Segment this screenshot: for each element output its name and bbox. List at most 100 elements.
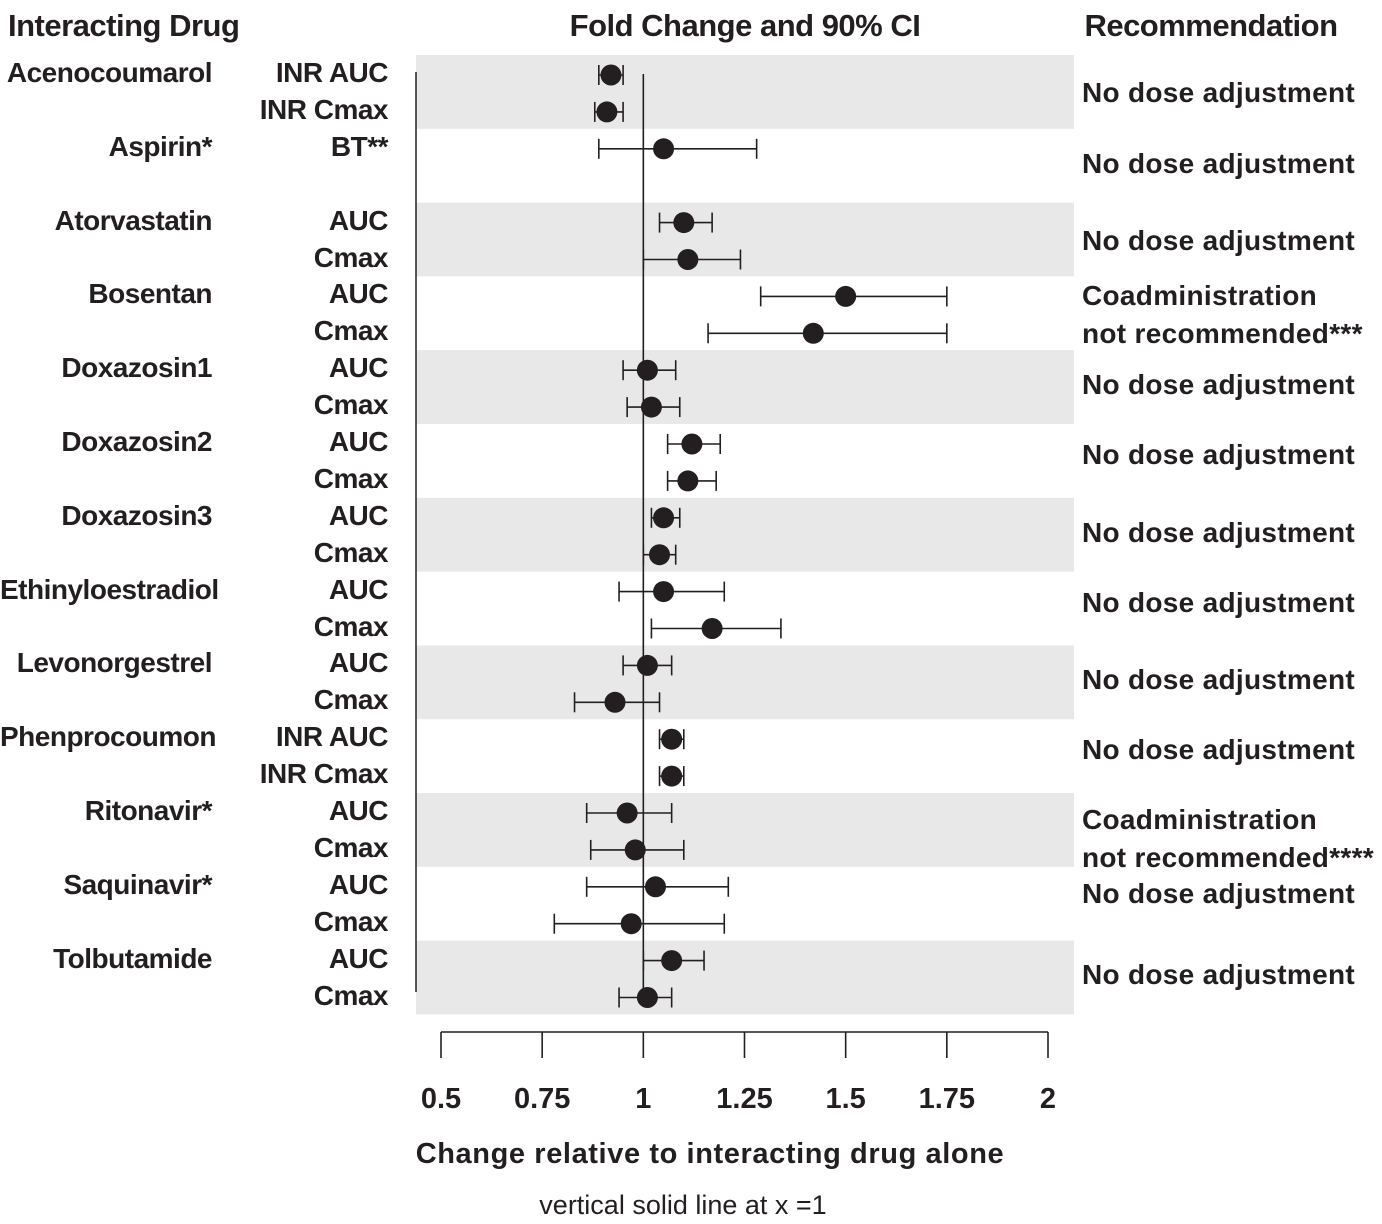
metric-label: AUC: [328, 499, 389, 531]
point-estimate: [701, 618, 723, 639]
point-estimate: [677, 470, 699, 492]
x-tick-label: 0.5: [421, 1083, 461, 1115]
recommendation-line: No dose adjustment: [1082, 664, 1355, 696]
row-band: [416, 645, 1074, 720]
metric-label: Cmax: [313, 241, 389, 273]
recommendation-label: No dose adjustment: [1082, 222, 1355, 260]
metric-label: Cmax: [313, 462, 389, 494]
point-estimate: [649, 544, 671, 566]
recommendation-line: not recommended****: [1082, 841, 1374, 873]
recommendation-line: not recommended***: [1082, 317, 1363, 349]
metric-label: AUC: [328, 278, 389, 310]
recommendation-label: No dose adjustment: [1082, 74, 1355, 112]
recommendation-label: No dose adjustment: [1082, 956, 1355, 994]
metric-label: INR AUC: [275, 721, 389, 753]
x-tick-label: 1.25: [716, 1083, 772, 1115]
recommendation-line: No dose adjustment: [1082, 734, 1355, 766]
row-band: [416, 55, 1074, 129]
recommendation-label: No dose adjustment: [1082, 731, 1355, 769]
point-estimate: [620, 913, 642, 935]
recommendation-line: No dose adjustment: [1082, 878, 1355, 910]
x-tick-label: 0.75: [514, 1083, 570, 1115]
x-tick-label: 1: [635, 1083, 651, 1115]
interacting-drug-header: Interacting Drug: [8, 8, 240, 43]
drug-label: Acenocoumarol: [6, 57, 213, 88]
metric-label: INR AUC: [275, 57, 389, 88]
point-estimate: [681, 433, 703, 455]
row-band: [416, 350, 1074, 424]
point-estimate: [661, 765, 683, 787]
point-estimate: [604, 691, 626, 713]
metric-label: Cmax: [313, 610, 389, 642]
row-band: [416, 202, 1074, 277]
point-estimate: [661, 950, 683, 972]
recommendation-label: No dose adjustment: [1082, 875, 1355, 913]
point-estimate: [636, 987, 658, 1008]
metric-label: BT**: [330, 130, 389, 162]
recommendation-line: No dose adjustment: [1082, 439, 1355, 471]
point-estimate: [661, 728, 683, 750]
drug-label: Atorvastatin: [54, 204, 213, 236]
reference-line-note: vertical solid line at x =1: [539, 1190, 827, 1220]
fold-change-header: Fold Change and 90% CI: [569, 8, 921, 43]
recommendation-label: Coadministration not recommended***: [1082, 277, 1363, 353]
point-estimate: [596, 101, 618, 123]
recommendation-label: No dose adjustment: [1082, 366, 1355, 404]
metric-label: AUC: [328, 573, 389, 605]
point-estimate: [677, 249, 699, 270]
recommendation-label: No dose adjustment: [1082, 584, 1355, 622]
metric-label: AUC: [328, 942, 389, 974]
metric-label: Cmax: [313, 389, 389, 421]
recommendation-label: No dose adjustment: [1082, 661, 1355, 699]
point-estimate: [653, 581, 675, 603]
row-band: [416, 793, 1074, 867]
drug-label: Doxazosin1: [61, 352, 212, 384]
drug-label: Ritonavir*: [84, 795, 213, 826]
drug-label: Bosentan: [88, 278, 212, 310]
point-estimate: [640, 396, 662, 418]
metric-label: Cmax: [313, 979, 389, 1011]
x-tick-label: 2: [1040, 1083, 1056, 1115]
metric-label: Cmax: [313, 905, 389, 937]
metric-label: AUC: [328, 352, 389, 384]
point-estimate: [673, 212, 695, 234]
drug-label: Ethinyloestradiol: [0, 573, 219, 605]
recommendation-line: No dose adjustment: [1082, 77, 1355, 109]
recommendation-line: No dose adjustment: [1082, 225, 1355, 257]
recommendation-line: No dose adjustment: [1082, 147, 1355, 179]
point-estimate: [835, 285, 857, 307]
metric-label: AUC: [328, 426, 389, 457]
drug-label: Saquinavir*: [63, 868, 212, 900]
metric-label: INR Cmax: [259, 93, 389, 125]
recommendation-label: No dose adjustment: [1082, 436, 1355, 474]
row-band: [416, 940, 1074, 1015]
metric-label: Cmax: [313, 684, 389, 716]
recommendation-line: No dose adjustment: [1082, 516, 1355, 548]
row-band: [416, 497, 1074, 572]
recommendation-label: No dose adjustment: [1082, 514, 1355, 552]
point-estimate: [802, 322, 824, 344]
point-estimate: [600, 64, 622, 86]
metric-label: Cmax: [313, 831, 389, 863]
drug-label: Aspirin*: [108, 130, 213, 162]
point-estimate: [616, 802, 638, 824]
drug-label: Tolbutamide: [53, 942, 212, 974]
metric-label: AUC: [328, 868, 389, 900]
drug-label: Phenprocoumon: [0, 721, 216, 753]
recommendation-header: Recommendation: [1084, 8, 1338, 43]
recommendation-line: Coadministration: [1082, 803, 1318, 835]
metric-label: AUC: [328, 795, 389, 826]
point-estimate: [624, 839, 646, 861]
metric-label: Cmax: [313, 315, 389, 347]
metric-label: INR Cmax: [259, 758, 389, 790]
drug-label: Doxazosin2: [61, 426, 212, 457]
drug-label: Levonorgestrel: [16, 647, 213, 679]
recommendation-label: Coadministration not recommended****: [1082, 801, 1374, 877]
x-axis-label: Change relative to interacting drug alon…: [415, 1138, 1005, 1170]
recommendation-line: Coadministration: [1082, 279, 1318, 311]
drug-label: Doxazosin3: [61, 499, 212, 531]
point-estimate: [636, 654, 658, 676]
metric-label: Cmax: [313, 536, 389, 568]
recommendation-line: No dose adjustment: [1082, 959, 1355, 991]
